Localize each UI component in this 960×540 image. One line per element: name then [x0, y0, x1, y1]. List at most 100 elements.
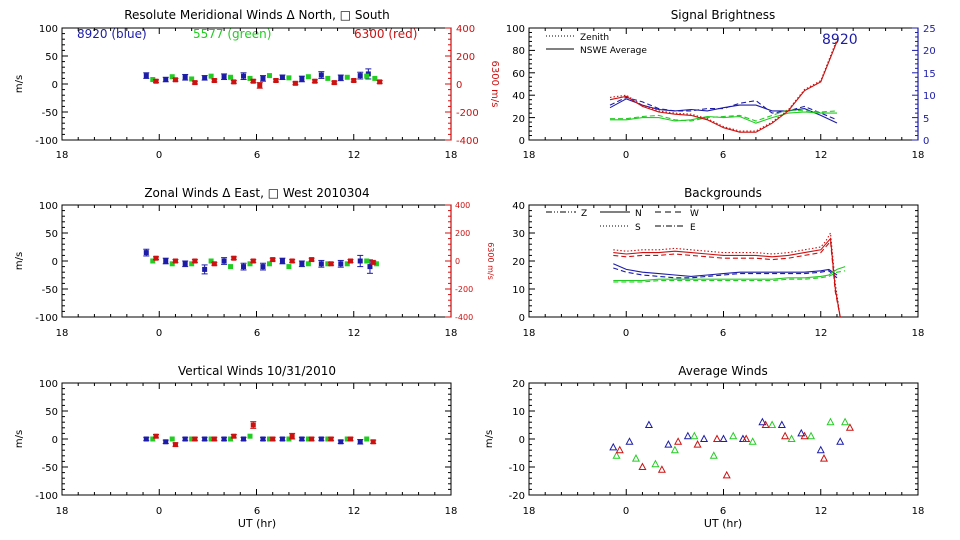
- series-line-blue: [609, 96, 838, 121]
- x-tick-label: 18: [523, 150, 536, 161]
- panel-average: Average Winds m/s UT (hr) 20 10 0 -10 -2…: [484, 364, 924, 530]
- y-tick-label: -50: [42, 463, 58, 474]
- x-tick-label: 18: [523, 328, 536, 339]
- meridional-label-green: 5577 (green): [193, 27, 271, 41]
- data-point-blue: [260, 436, 266, 442]
- x-tick-label: 0: [156, 506, 162, 517]
- data-point-blue: [279, 436, 285, 442]
- series-line-red: [609, 41, 838, 133]
- series-line-red: [613, 237, 841, 318]
- y-tick-label: 100: [39, 201, 58, 212]
- signal-yticks: 100 80 60 40 20 0: [506, 24, 525, 147]
- data-point-green: [344, 261, 350, 267]
- series-line-blue: [613, 263, 838, 277]
- y-tick-label: 100: [39, 24, 58, 35]
- zonal-ylabel: m/s: [14, 252, 25, 270]
- signal-title: Signal Brightness: [671, 8, 776, 22]
- data-point-blue: [357, 73, 363, 79]
- x-tick-label: 12: [815, 506, 828, 517]
- data-point-blue: [163, 439, 169, 445]
- data-point-green: [228, 436, 234, 442]
- meridional-label-blue: 8920 (blue): [77, 27, 147, 41]
- data-point-red: [674, 437, 683, 445]
- data-point-green: [709, 451, 718, 459]
- data-point-green: [228, 74, 234, 80]
- data-point-red: [693, 440, 702, 448]
- y-tick-label: 50: [45, 407, 58, 418]
- data-point-red: [289, 258, 295, 264]
- data-point-blue: [664, 440, 673, 448]
- y2-tick-label: -200: [456, 108, 479, 119]
- data-point-blue: [163, 258, 169, 264]
- zonal-ylabel-right: 6300 m/s: [486, 242, 495, 280]
- data-point-red: [370, 439, 376, 445]
- data-point-red: [312, 78, 318, 84]
- x-tick-label: 0: [623, 506, 629, 517]
- data-point-green: [228, 264, 234, 270]
- data-point-green: [208, 258, 214, 264]
- y-tick-label: -50: [42, 285, 58, 296]
- y-tick-label: 20: [512, 379, 525, 390]
- x-tick-label: 0: [156, 150, 162, 161]
- y-tick-label: 10: [512, 285, 525, 296]
- data-point-red: [172, 77, 178, 83]
- data-point-blue: [241, 73, 247, 79]
- legend-label-e: E: [690, 223, 696, 233]
- y2-tick-label: 10: [923, 91, 936, 102]
- x-tick-label: 18: [912, 150, 925, 161]
- series-line-red: [609, 38, 838, 132]
- x-tick-label: 0: [623, 150, 629, 161]
- data-point-blue: [625, 437, 634, 445]
- data-point-red: [328, 261, 334, 267]
- y-tick-label: 20: [512, 257, 525, 268]
- y2-tick-label: 20: [923, 46, 936, 57]
- y2-tick-label: 400: [456, 24, 475, 35]
- x-tick-label: 6: [254, 150, 260, 161]
- zonal-yticks: 100 50 0 -50 -100: [35, 201, 58, 324]
- data-point-green: [286, 75, 292, 81]
- panel-zonal: Zonal Winds Δ East, □ West 2010304 m/s 6…: [14, 186, 495, 339]
- data-point-red: [657, 465, 666, 473]
- y-tick-label: 40: [512, 91, 525, 102]
- y-tick-label: 20: [512, 114, 525, 125]
- data-point-green: [787, 434, 796, 442]
- data-point-green: [169, 261, 175, 267]
- data-point-green: [372, 75, 378, 81]
- data-point-blue: [367, 264, 373, 270]
- data-point-red: [781, 431, 790, 440]
- data-point-red: [172, 258, 178, 264]
- x-tick-label: 18: [56, 328, 69, 339]
- data-point-green: [364, 258, 370, 264]
- data-point-blue: [797, 428, 806, 437]
- data-point-green: [826, 417, 835, 426]
- data-point-blue: [777, 420, 786, 428]
- signal-y2ticks: 25 20 15 10 5 0: [923, 24, 936, 147]
- vertical-plot-frame: [61, 382, 452, 496]
- vertical-yticks: 100 50 0 -50 -100: [35, 379, 58, 502]
- data-point-red: [231, 433, 237, 439]
- data-point-red: [250, 258, 256, 264]
- data-point-green: [266, 436, 272, 442]
- meridional-title: Resolute Meridional Winds Δ North, □ Sou…: [124, 8, 390, 22]
- data-point-blue: [338, 439, 344, 445]
- legend-label-s: S: [635, 223, 641, 233]
- average-xlabel: UT (hr): [704, 517, 742, 530]
- data-point-blue: [318, 72, 324, 78]
- data-point-red: [153, 78, 159, 84]
- data-point-red: [211, 436, 217, 442]
- data-point-green: [373, 261, 379, 267]
- data-point-green: [651, 459, 660, 468]
- x-tick-label: 18: [445, 328, 458, 339]
- data-point-red: [712, 434, 722, 442]
- meridional-y2ticks: 400 200 0 -200 -400: [456, 24, 479, 147]
- x-tick-label: 0: [156, 328, 162, 339]
- y-tick-label: -100: [35, 136, 58, 147]
- series-line-green: [610, 109, 838, 122]
- y-tick-label: 60: [512, 69, 525, 80]
- data-point-red: [742, 434, 751, 442]
- data-point-green: [169, 436, 175, 442]
- data-point-blue: [758, 417, 767, 426]
- y2-tick-label: 0: [923, 136, 929, 147]
- data-point-green: [325, 436, 331, 442]
